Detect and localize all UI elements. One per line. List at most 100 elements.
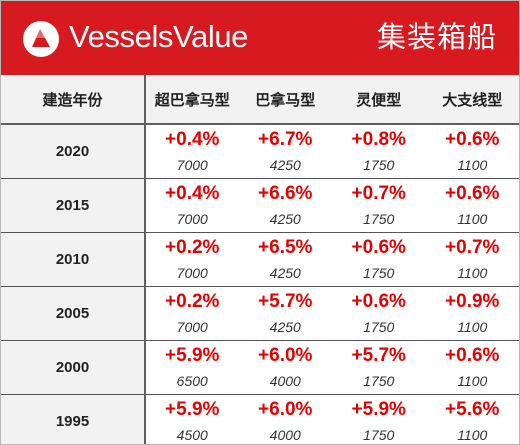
percent-change: +0.4% bbox=[165, 128, 220, 150]
vessel-size-value: 4250 bbox=[269, 318, 301, 335]
column-header-feedermax: 大支线型 bbox=[425, 75, 519, 125]
vessel-size-value: 4000 bbox=[269, 426, 301, 443]
value-cell: +5.7% 1750 bbox=[332, 341, 426, 395]
percent-change: +0.6% bbox=[445, 182, 500, 204]
value-cell-content: +0.9% 1100 bbox=[426, 287, 520, 340]
vessel-size-value: 1750 bbox=[363, 264, 395, 281]
value-cell-content: +0.6% 1750 bbox=[332, 233, 426, 286]
value-cell-content: +6.0% 4000 bbox=[239, 341, 333, 394]
value-cell: +0.6% 1100 bbox=[426, 341, 520, 395]
percent-change: +0.8% bbox=[351, 128, 406, 150]
percent-change: +6.0% bbox=[258, 398, 313, 420]
value-cell: +0.6% 1750 bbox=[332, 233, 426, 287]
percent-change: +0.9% bbox=[445, 290, 500, 312]
column-header-handy: 灵便型 bbox=[332, 75, 426, 125]
vessel-size-value: 1100 bbox=[457, 264, 488, 281]
vessel-size-value: 4250 bbox=[269, 156, 301, 173]
value-cell-content: +0.6% 1100 bbox=[426, 179, 520, 232]
value-cell: +0.7% 1750 bbox=[332, 179, 426, 233]
value-cell: +5.9% 1750 bbox=[332, 395, 426, 445]
value-cell: +5.7% 4250 bbox=[239, 287, 333, 341]
build-year-cell: 2010 bbox=[1, 232, 146, 287]
value-cell: +0.6% 1750 bbox=[332, 287, 426, 341]
value-cell-content: +0.2% 7000 bbox=[146, 287, 239, 340]
value-cell-content: +6.7% 4250 bbox=[239, 125, 333, 178]
vessel-size-value: 1100 bbox=[457, 318, 488, 335]
value-cell: +0.6% 1100 bbox=[426, 179, 520, 233]
percent-change: +0.6% bbox=[445, 128, 500, 150]
value-cell: +0.7% 1100 bbox=[426, 233, 520, 287]
vessel-size-value: 1100 bbox=[457, 426, 488, 443]
vessel-size-value: 7000 bbox=[176, 318, 208, 335]
value-cell-content: +0.6% 1100 bbox=[426, 341, 520, 394]
column-header-post-panamax: 超巴拿马型 bbox=[145, 75, 239, 125]
vessel-size-value: 1100 bbox=[457, 156, 488, 173]
percent-change: +0.4% bbox=[165, 182, 220, 204]
value-cell: +5.6% 1100 bbox=[426, 395, 520, 445]
percent-change: +6.7% bbox=[258, 128, 313, 150]
vessel-size-value: 7000 bbox=[176, 264, 208, 281]
value-cell-content: +0.4% 7000 bbox=[146, 179, 239, 232]
value-cell-content: +6.5% 4250 bbox=[239, 233, 333, 286]
value-cell-content: +5.9% 6500 bbox=[146, 341, 239, 394]
vessel-size-value: 6500 bbox=[176, 372, 208, 389]
percent-change: +0.6% bbox=[445, 344, 500, 366]
percent-change: +5.9% bbox=[351, 398, 406, 420]
vessel-size-value: 7000 bbox=[176, 156, 208, 173]
vesselsvalue-logo-icon bbox=[23, 21, 59, 57]
build-year-cell: 2020 bbox=[1, 124, 146, 179]
percent-change: +0.7% bbox=[445, 236, 500, 258]
column-header-panamax: 巴拿马型 bbox=[238, 75, 332, 125]
percent-change: +5.7% bbox=[351, 344, 406, 366]
percent-change: +0.2% bbox=[165, 290, 220, 312]
percent-change: +5.9% bbox=[165, 344, 220, 366]
value-cell-content: +6.6% 4250 bbox=[239, 179, 333, 232]
build-year-cell: 2015 bbox=[1, 178, 146, 233]
value-cell: +6.7% 4250 bbox=[239, 124, 333, 179]
vessel-size-value: 7000 bbox=[176, 210, 208, 227]
vessel-size-value: 1750 bbox=[363, 318, 395, 335]
table-row: 2005 +0.2% 7000 +5.7% 4250 +0.6% 1750 +0.9% 1100 bbox=[1, 286, 520, 341]
value-cell: +5.9% 6500 bbox=[145, 341, 239, 395]
value-cell-content: +0.7% 1750 bbox=[332, 179, 426, 232]
vessel-size-value: 1750 bbox=[363, 156, 395, 173]
value-cell-content: +0.4% 7000 bbox=[146, 125, 239, 178]
percent-change: +6.0% bbox=[258, 344, 313, 366]
build-year-cell: 1995 bbox=[1, 394, 146, 444]
column-header-build-year: 建造年份 bbox=[1, 75, 146, 125]
percent-change: +5.6% bbox=[445, 398, 500, 420]
value-cell-content: +6.0% 4000 bbox=[239, 395, 333, 444]
percent-change: +6.6% bbox=[258, 182, 313, 204]
table-row: 2010 +0.2% 7000 +6.5% 4250 +0.6% 1750 +0.7% 1100 bbox=[1, 232, 520, 287]
value-cell-content: +0.7% 1100 bbox=[426, 233, 520, 286]
table-row: 2015 +0.4% 7000 +6.6% 4250 +0.7% 1750 +0.6% 1100 bbox=[1, 178, 520, 233]
vessel-size-value: 1750 bbox=[363, 210, 395, 227]
value-cell-content: +0.6% 1750 bbox=[332, 287, 426, 340]
percent-change: +5.9% bbox=[165, 398, 220, 420]
value-cell-content: +0.2% 7000 bbox=[146, 233, 239, 286]
value-cell-content: +5.7% 4250 bbox=[239, 287, 333, 340]
vessel-size-value: 4000 bbox=[269, 372, 301, 389]
build-year-cell: 2000 bbox=[1, 340, 146, 395]
percent-change: +0.6% bbox=[351, 290, 406, 312]
value-cell: +0.2% 7000 bbox=[145, 233, 239, 287]
value-cell: +0.6% 1100 bbox=[426, 124, 520, 179]
table-row: 2020 +0.4% 7000 +6.7% 4250 +0.8% 1750 +0.6% 1100 bbox=[1, 124, 519, 179]
vessel-category-title: 集装箱船 bbox=[376, 20, 497, 54]
percent-change: +0.2% bbox=[165, 236, 220, 258]
vessel-size-value: 4250 bbox=[269, 210, 301, 227]
value-cell: +6.0% 4000 bbox=[239, 341, 333, 395]
brand-header: VesselsValue 集装箱船 bbox=[1, 1, 519, 75]
value-cell: +6.5% 4250 bbox=[239, 233, 333, 287]
value-cell-content: +5.9% 1750 bbox=[332, 395, 426, 444]
value-cell: +0.4% 7000 bbox=[145, 179, 239, 233]
table-row: 2000 +5.9% 6500 +6.0% 4000 +5.7% 1750 +0.6% 1100 bbox=[1, 340, 520, 395]
vessel-size-value: 1100 bbox=[457, 372, 488, 389]
value-cell: +6.0% 4000 bbox=[239, 395, 333, 445]
percent-change: +0.7% bbox=[351, 182, 406, 204]
value-cell-content: +5.6% 1100 bbox=[426, 395, 520, 444]
vessel-size-value: 4500 bbox=[176, 426, 208, 443]
percent-change: +5.7% bbox=[258, 290, 313, 312]
valuation-change-table: 建造年份 超巴拿马型 巴拿马型 灵便型 大支线型 2020 +0.4% 7000 +6… bbox=[1, 75, 520, 445]
